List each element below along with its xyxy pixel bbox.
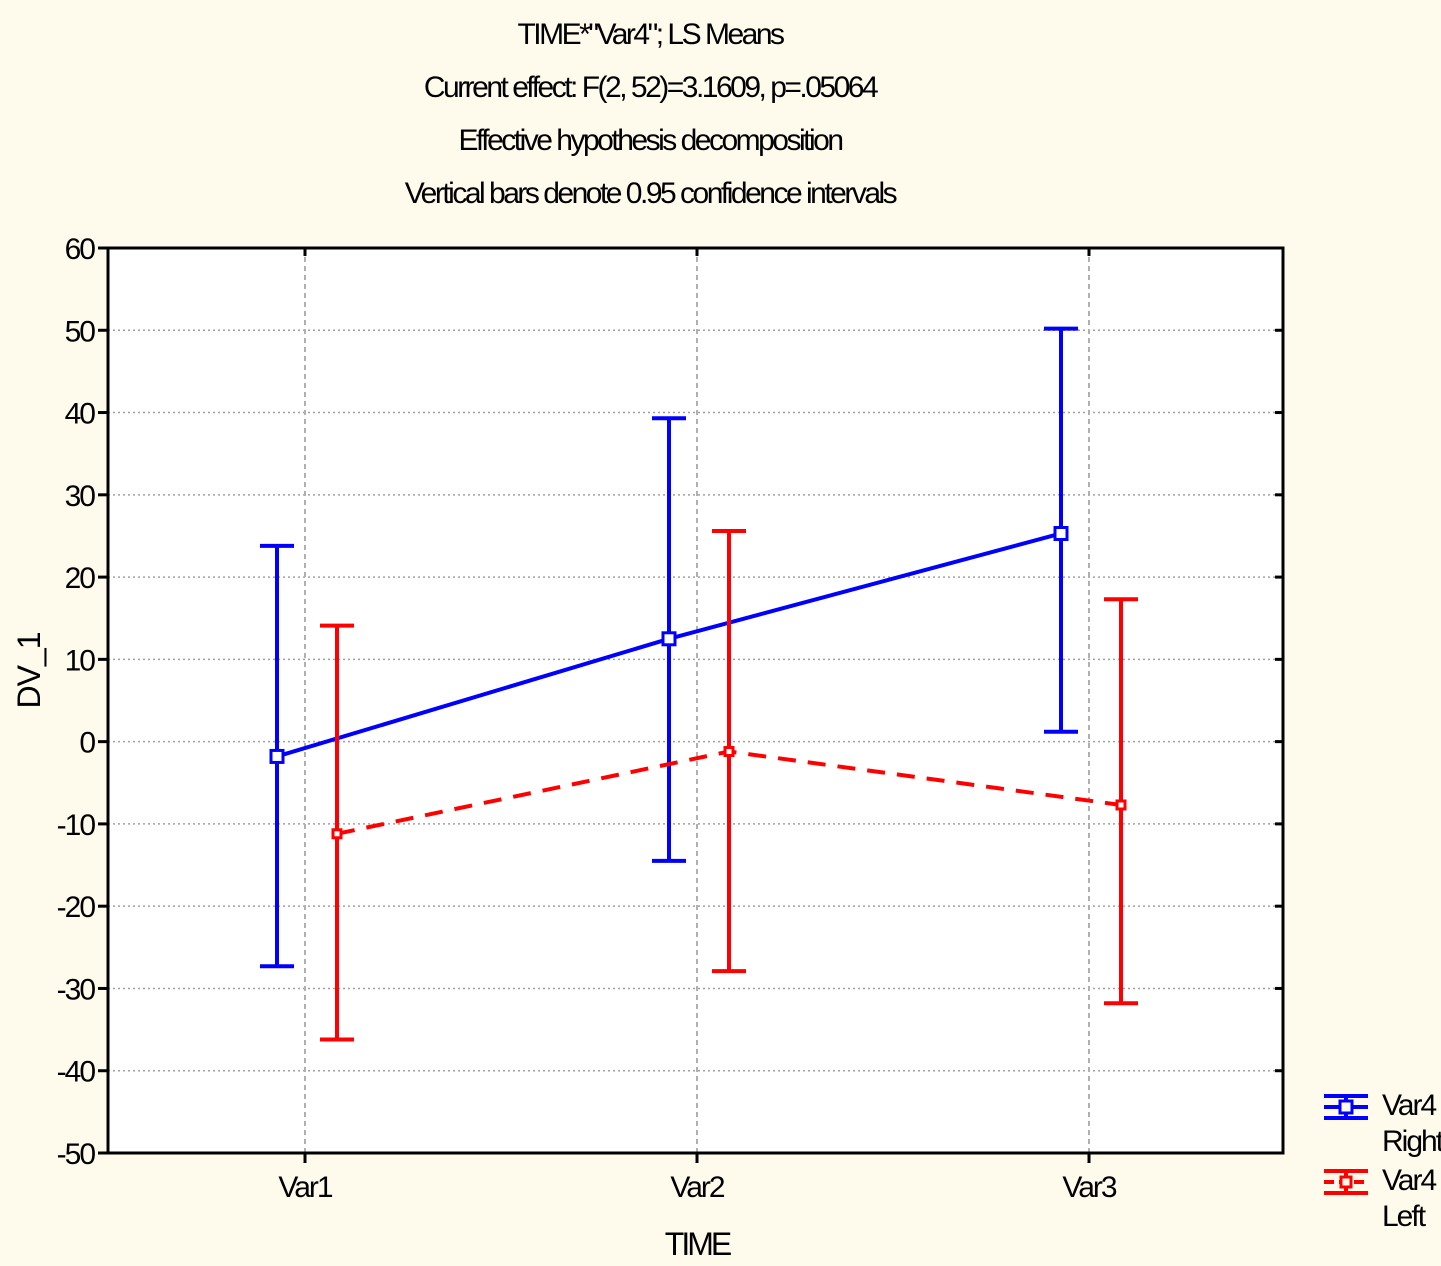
data-point-1 (723, 746, 735, 758)
data-point-1 (1115, 799, 1127, 811)
y-tick-label: 20 (65, 562, 96, 595)
x-axis-label: TIME (665, 1226, 731, 1262)
y-tick-label: -20 (57, 891, 96, 924)
y-tick-label: -50 (57, 1138, 96, 1171)
data-point-0 (1053, 525, 1069, 541)
x-tick-label: Var1 (278, 1171, 332, 1204)
chart-subtitle-ci-note: Vertical bars denote 0.95 confidence int… (404, 177, 898, 210)
y-tick-label: 30 (65, 480, 96, 513)
data-point-0 (269, 748, 285, 764)
legend-swatch-right (1324, 1094, 1368, 1120)
legend-swatch-left (1324, 1169, 1368, 1195)
y-axis-label: DV_1 (11, 632, 47, 708)
chart-subtitle-decomposition: Effective hypothesis decomposition (458, 124, 844, 157)
y-tick-label: 50 (65, 315, 96, 348)
y-tick-label: -30 (57, 973, 96, 1006)
legend-label-left: Var4 Left (1382, 1164, 1437, 1233)
legend-label-right: Var4 Right (1382, 1089, 1441, 1158)
data-point-1 (331, 828, 343, 840)
y-tick-label: 40 (65, 398, 96, 431)
y-tick-label: 10 (65, 644, 96, 677)
y-tick-label: -10 (57, 809, 96, 842)
data-point-0 (661, 631, 677, 647)
y-tick-label: 60 (65, 233, 96, 266)
plot-area (108, 248, 1283, 1153)
x-tick-label: Var2 (670, 1171, 724, 1204)
chart-title-block: TIME*"Var4"; LS Means Current effect: F(… (0, 8, 1300, 220)
y-tick-label: -40 (57, 1056, 96, 1089)
x-tick-label: Var3 (1062, 1171, 1116, 1204)
chart-title: TIME*"Var4"; LS Means (517, 18, 785, 51)
y-tick-label: 0 (79, 727, 95, 760)
chart-subtitle-effect: Current effect: F(2, 52)=3.1609, p=.0506… (423, 71, 879, 104)
